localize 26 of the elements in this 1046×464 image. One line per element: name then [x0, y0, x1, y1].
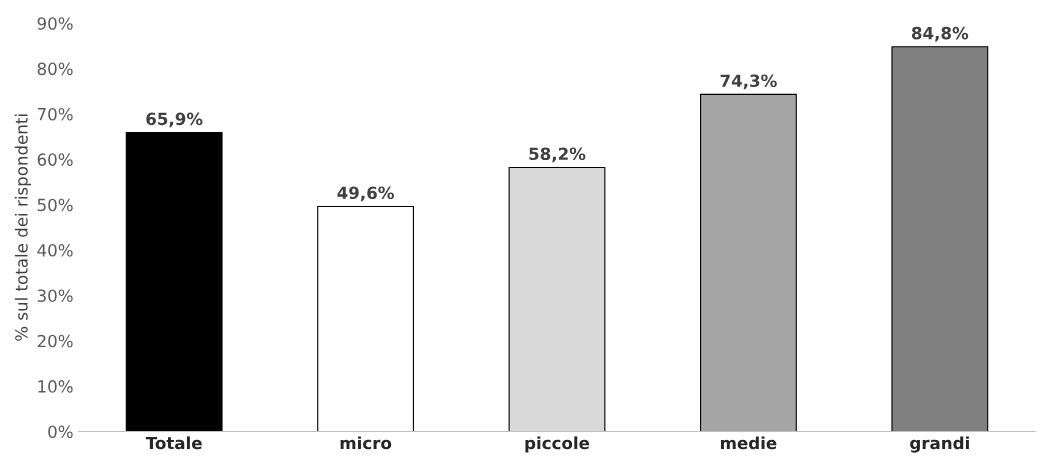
y-tick-label: 70%	[37, 107, 73, 121]
bar	[508, 166, 606, 432]
x-tick-label: micro	[340, 436, 392, 450]
x-tick-label: medie	[720, 436, 777, 450]
y-tick-label: 20%	[37, 334, 73, 348]
x-tick-label: piccole	[525, 436, 590, 453]
y-tick-label: 0%	[48, 425, 73, 439]
data-label: 65,9%	[146, 112, 203, 128]
x-tick-label: Totale	[145, 436, 202, 450]
y-tick-label: 30%	[37, 289, 73, 302]
data-label: 58,2%	[529, 147, 586, 163]
y-tick-label: 80%	[37, 62, 73, 76]
y-tick-label: 40%	[37, 244, 73, 257]
y-tick-label: 90%	[37, 17, 73, 30]
data-label: 49,6%	[337, 186, 394, 202]
bar	[125, 131, 223, 432]
y-tick-label: 50%	[37, 198, 73, 212]
y-tick-label: 10%	[38, 380, 73, 393]
bar	[700, 93, 797, 432]
y-tick-label: 60%	[37, 153, 73, 166]
x-tick-label: grandi	[910, 436, 969, 453]
y-axis-title: % sul totale dei rispondenti	[14, 114, 31, 341]
data-label: 84,8%	[911, 26, 969, 42]
bar	[317, 205, 414, 432]
data-label: 74,3%	[720, 74, 777, 90]
bar	[891, 46, 989, 432]
